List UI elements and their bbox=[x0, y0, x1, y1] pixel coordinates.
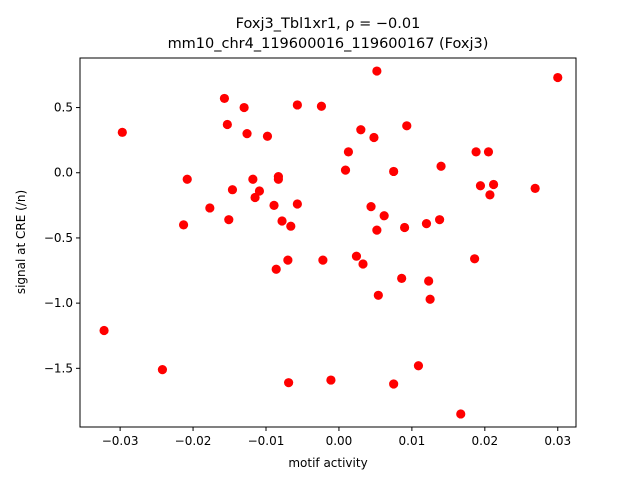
chart-title-line2: mm10_chr4_119600016_119600167 (Foxj3) bbox=[168, 36, 489, 52]
y-tick-label: 0.0 bbox=[54, 166, 73, 180]
data-point bbox=[488, 179, 499, 190]
data-point bbox=[117, 127, 127, 137]
data-point bbox=[389, 379, 399, 389]
data-point bbox=[379, 211, 389, 221]
data-point bbox=[99, 325, 109, 336]
data-point bbox=[219, 93, 230, 104]
data-point bbox=[456, 409, 466, 419]
y-tick-label: −0.5 bbox=[44, 231, 73, 245]
y-axis-label: signal at CRE (/n) bbox=[14, 190, 28, 294]
data-point bbox=[284, 378, 294, 388]
x-tick-label: −0.02 bbox=[175, 434, 212, 448]
x-tick-label: −0.03 bbox=[102, 434, 139, 448]
x-tick-label: 0.03 bbox=[544, 434, 571, 448]
data-point bbox=[242, 129, 252, 139]
data-point bbox=[389, 166, 399, 177]
data-point bbox=[239, 102, 249, 113]
data-point bbox=[157, 365, 168, 375]
data-point bbox=[425, 294, 435, 304]
data-point bbox=[413, 361, 424, 371]
data-point bbox=[316, 101, 327, 111]
y-tick-label: 0.5 bbox=[54, 101, 73, 115]
data-point bbox=[475, 181, 486, 191]
x-axis-label: motif activity bbox=[288, 456, 367, 470]
data-point bbox=[435, 215, 445, 225]
data-point bbox=[340, 165, 351, 175]
data-point bbox=[369, 132, 379, 143]
data-point bbox=[485, 190, 495, 200]
data-point bbox=[292, 199, 302, 209]
data-point bbox=[366, 202, 376, 212]
data-point bbox=[254, 186, 265, 196]
data-point bbox=[358, 259, 368, 269]
data-point bbox=[372, 225, 382, 235]
y-axis-ticks: −1.5 −1.0 −0.5 0.0 0.5 bbox=[44, 101, 80, 375]
data-point bbox=[205, 203, 215, 213]
data-point bbox=[227, 185, 238, 195]
data-point bbox=[351, 251, 362, 261]
data-point bbox=[483, 147, 494, 157]
data-point bbox=[343, 147, 354, 157]
data-point bbox=[250, 192, 260, 203]
x-tick-label: 0.01 bbox=[399, 434, 426, 448]
data-point bbox=[553, 72, 563, 83]
x-tick-label: −0.01 bbox=[248, 434, 285, 448]
chart-title-line1: Foxj3_Tbl1xr1, ρ = −0.01 bbox=[236, 16, 421, 32]
data-point bbox=[277, 216, 287, 226]
data-point bbox=[178, 220, 189, 230]
data-point bbox=[286, 221, 296, 231]
data-point bbox=[471, 147, 481, 157]
data-point bbox=[269, 200, 279, 210]
y-tick-label: −1.5 bbox=[44, 361, 73, 375]
data-point bbox=[248, 174, 258, 184]
data-point bbox=[271, 264, 281, 274]
data-point bbox=[283, 255, 293, 265]
data-point bbox=[372, 66, 382, 76]
points-layer bbox=[99, 66, 563, 419]
data-point bbox=[292, 100, 302, 110]
data-point bbox=[421, 218, 432, 229]
data-point bbox=[402, 121, 412, 131]
y-tick-label: −1.0 bbox=[44, 296, 73, 310]
data-point bbox=[373, 290, 383, 300]
data-point bbox=[224, 215, 234, 225]
data-point bbox=[397, 273, 407, 283]
plot-frame bbox=[79, 57, 577, 428]
data-point bbox=[222, 119, 232, 130]
data-point bbox=[273, 174, 283, 184]
x-tick-label: 0.02 bbox=[471, 434, 498, 448]
x-axis-ticks: −0.03 −0.02 −0.01 0.00 0.01 0.02 0.03 bbox=[102, 427, 571, 448]
data-point bbox=[470, 254, 480, 264]
data-point bbox=[530, 183, 540, 193]
data-point bbox=[424, 276, 434, 286]
data-point bbox=[399, 222, 410, 233]
x-tick-label: 0.00 bbox=[326, 434, 353, 448]
data-point bbox=[356, 125, 366, 135]
data-point bbox=[318, 255, 328, 265]
data-point bbox=[436, 161, 446, 171]
data-point bbox=[326, 375, 336, 385]
data-point bbox=[262, 131, 273, 141]
data-point bbox=[182, 174, 192, 184]
